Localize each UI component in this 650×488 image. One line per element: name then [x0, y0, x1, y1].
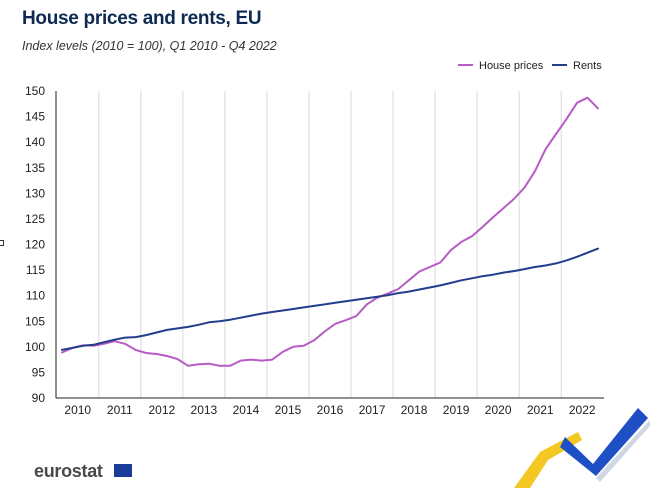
x-tick-label: 2015 — [275, 403, 302, 417]
x-tick-label: 2017 — [359, 403, 386, 417]
y-tick-label: 130 — [25, 186, 45, 200]
x-axis-tick-labels: 2010 2011 2012 2013 2014 2015 2016 2017 2018 2019… — [64, 403, 595, 417]
legend-label: Rents — [573, 60, 602, 72]
y-tick-label: 90 — [32, 391, 46, 405]
chart-title: House prices and rents, EU — [22, 8, 262, 29]
x-tick-label: 2021 — [527, 403, 554, 417]
legend: House prices Rents — [458, 60, 602, 72]
y-tick-label: 145 — [25, 110, 45, 124]
series-lines — [61, 96, 599, 367]
x-tick-label: 2022 — [569, 403, 596, 417]
series-line — [61, 247, 599, 351]
x-tick-label: 2011 — [107, 403, 133, 417]
x-tick-label: 2016 — [317, 403, 344, 417]
chart-axes — [55, 91, 604, 399]
series-line — [61, 96, 599, 367]
decorative-corner-graphic — [514, 408, 650, 488]
y-tick-label: 110 — [26, 289, 45, 303]
y-tick-label: 95 — [32, 365, 46, 379]
y-tick-label: 150 — [25, 84, 45, 98]
yellow-stripe-shape — [514, 432, 582, 488]
blue-arrow-shape — [560, 408, 648, 476]
x-tick-label: 2013 — [191, 403, 218, 417]
y-tick-label: 100 — [25, 340, 45, 354]
y-tick-label: 125 — [25, 212, 45, 226]
x-tick-label: 2012 — [148, 403, 175, 417]
y-tick-label: 115 — [26, 263, 45, 277]
grey-line-shape — [596, 420, 650, 482]
y-tick-label: 105 — [25, 314, 45, 328]
legend-label: House prices — [479, 60, 544, 72]
left-edge-marker — [0, 240, 4, 246]
eurostat-logo: eurostat — [34, 461, 103, 481]
x-tick-label: 2018 — [401, 403, 428, 417]
y-axis-tick-labels: 90 95 100 105 110 115 120 125 130 135 140 145 150 — [25, 84, 45, 405]
x-tick-label: 2014 — [233, 403, 260, 417]
eu-flag-icon — [114, 464, 132, 477]
x-tick-label: 2019 — [443, 403, 470, 417]
y-tick-label: 120 — [25, 238, 45, 252]
chart-subtitle: Index levels (2010 = 100), Q1 2010 - Q4 … — [22, 39, 277, 53]
vertical-gridlines — [98, 91, 562, 398]
x-tick-label: 2020 — [485, 403, 512, 417]
y-tick-label: 135 — [25, 161, 45, 175]
y-tick-label: 140 — [25, 135, 45, 149]
x-tick-label: 2010 — [64, 403, 91, 417]
